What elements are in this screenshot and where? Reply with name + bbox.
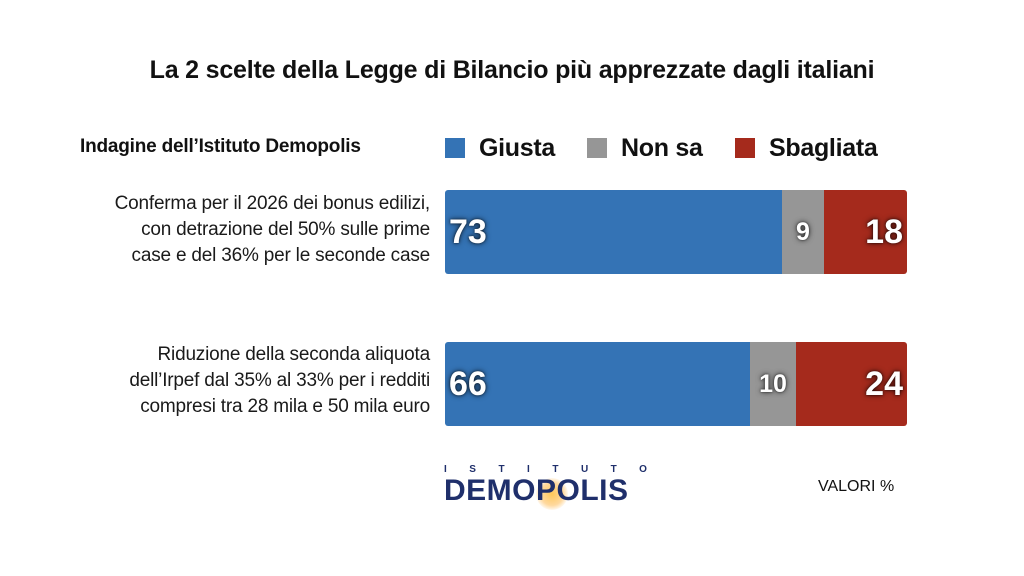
legend-item-non-sa: Non sa bbox=[587, 132, 703, 164]
category-label-1: Conferma per il 2026 dei bonus edilizi, … bbox=[60, 191, 431, 269]
bar-segment-sbagliata-1 bbox=[824, 190, 907, 274]
legend-swatch-sbagliata bbox=[735, 138, 755, 158]
data-label-sbagliata-1: 18 bbox=[865, 213, 903, 251]
logo-top-text: ISTITUTO bbox=[444, 464, 670, 475]
legend-label-non-sa: Non sa bbox=[621, 133, 703, 162]
survey-source-label: Indagine dell’Istituto Demopolis bbox=[80, 136, 361, 157]
bar-segment-giusta-1 bbox=[445, 190, 782, 274]
category-label-2-line-2: dell’Irpef dal 35% al 33% per i redditi bbox=[129, 370, 430, 391]
category-label-2-line-1: Riduzione della seconda aliquota bbox=[157, 344, 431, 365]
category-label-1-line-3: case e del 36% per le seconde case bbox=[131, 245, 431, 266]
legend-item-sbagliata: Sbagliata bbox=[735, 132, 878, 164]
bar-segment-non-sa-1 bbox=[782, 190, 824, 274]
legend-swatch-giusta bbox=[445, 138, 465, 158]
chart-title: La 2 scelte della Legge di Bilancio più … bbox=[149, 56, 875, 84]
demopolis-logo: ISTITUTO DEMOPOLIS bbox=[444, 464, 680, 510]
stacked-bar-2: 66 10 24 bbox=[445, 342, 907, 426]
data-label-non-sa-1: 9 bbox=[796, 218, 810, 246]
stacked-bar-1: 73 9 18 bbox=[445, 190, 907, 274]
category-label-2: Riduzione della seconda aliquota dell’Ir… bbox=[60, 342, 430, 420]
data-label-giusta-2: 66 bbox=[449, 365, 487, 403]
bar-segment-giusta-2 bbox=[445, 342, 750, 426]
data-label-giusta-1: 73 bbox=[449, 213, 487, 251]
legend-label-giusta: Giusta bbox=[479, 133, 555, 162]
data-label-sbagliata-2: 24 bbox=[865, 365, 903, 403]
category-label-1-line-2: con detrazione del 50% sulle prime bbox=[141, 219, 430, 240]
category-label-2-line-3: compresi tra 28 mila e 50 mila euro bbox=[140, 396, 430, 417]
legend-item-giusta: Giusta bbox=[445, 132, 555, 164]
bar-segment-sbagliata-2 bbox=[796, 342, 907, 426]
legend-label-sbagliata: Sbagliata bbox=[769, 133, 878, 162]
logo-glow-icon bbox=[536, 478, 568, 510]
legend-swatch-non-sa bbox=[587, 138, 607, 158]
bar-segment-non-sa-2 bbox=[750, 342, 796, 426]
values-unit-note: VALORI % bbox=[818, 478, 895, 495]
category-label-1-line-1: Conferma per il 2026 dei bonus edilizi, bbox=[114, 193, 431, 214]
data-label-non-sa-2: 10 bbox=[759, 370, 787, 398]
logo-main-text: DEMOPOLIS bbox=[444, 474, 629, 507]
